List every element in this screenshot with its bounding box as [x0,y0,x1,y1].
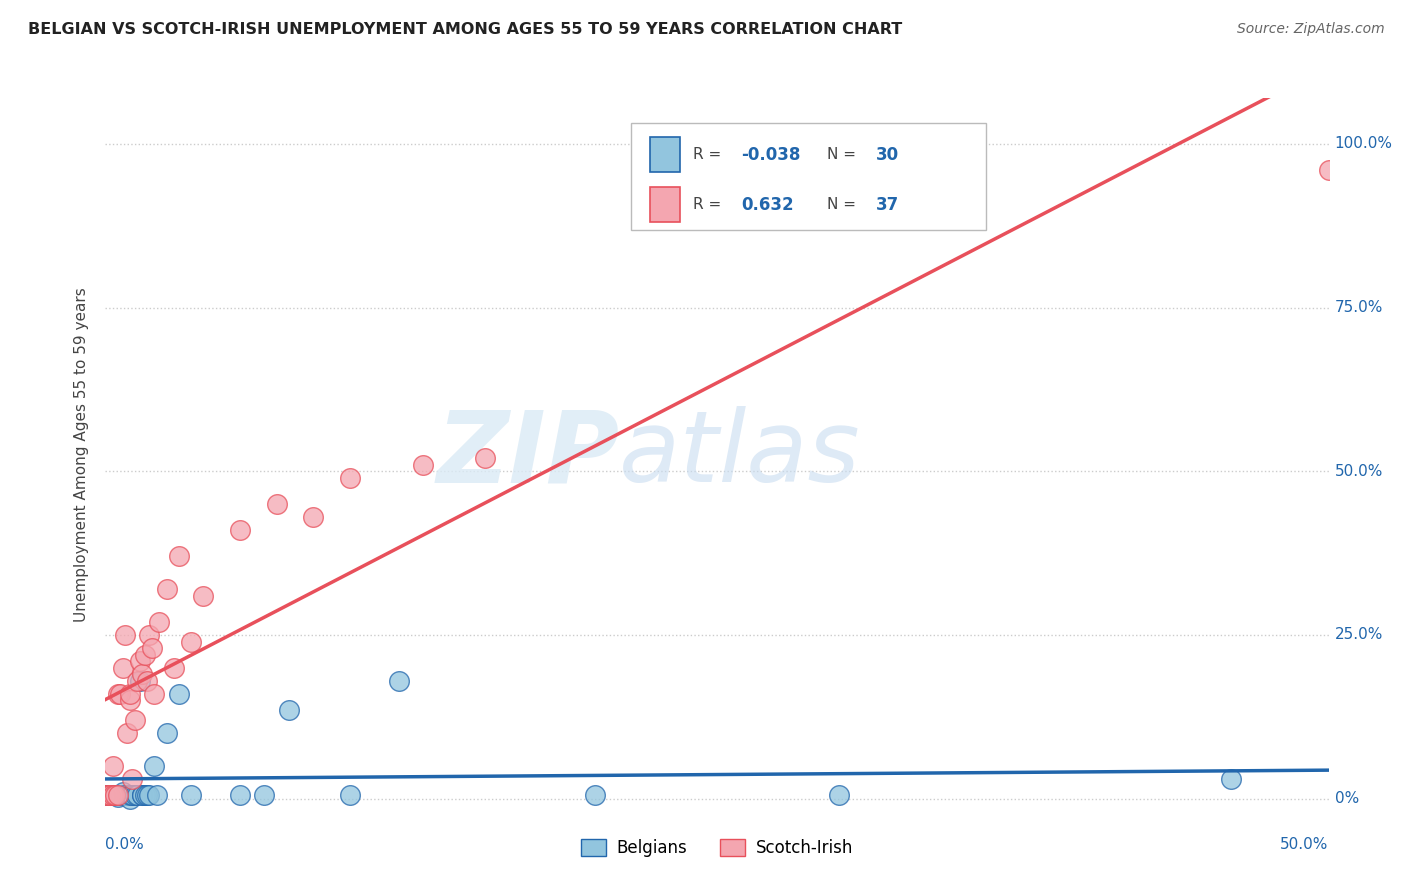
Legend: Belgians, Scotch-Irish: Belgians, Scotch-Irish [575,832,859,864]
Point [302,510,325,524]
Point [339,471,361,485]
Point [388,673,411,688]
Point [98,789,121,803]
Point [114,789,136,803]
Text: ZIP: ZIP [436,407,619,503]
Point [167,549,190,564]
Point [94,789,117,803]
Point [229,523,252,537]
Text: 75.0%: 75.0% [1334,300,1384,315]
Point [131,667,153,681]
Point [474,451,496,466]
FancyBboxPatch shape [631,123,986,230]
Point [136,789,159,803]
Point [101,789,124,803]
Point [339,789,361,803]
Point [143,759,166,773]
Point [148,615,170,629]
Point [180,634,202,648]
FancyBboxPatch shape [650,187,681,222]
Point [128,673,150,688]
Point [134,648,156,662]
Point [141,641,163,656]
Text: N =: N = [827,197,860,212]
Point [229,789,252,803]
Text: 0%: 0% [1334,791,1360,806]
Point [136,673,159,688]
Point [124,789,146,803]
Point [107,789,129,803]
Point [253,789,276,803]
Point [108,687,131,701]
Point [146,789,169,803]
Text: Source: ZipAtlas.com: Source: ZipAtlas.com [1237,22,1385,37]
Point [134,789,156,803]
Text: atlas: atlas [619,407,860,503]
Point [278,703,301,717]
Point [155,582,177,596]
Text: 50.0%: 50.0% [1281,837,1329,852]
Point [118,687,141,701]
Point [167,687,190,701]
Point [118,693,141,707]
Point [412,458,434,472]
Text: 25.0%: 25.0% [1334,627,1384,642]
Point [180,789,202,803]
Point [94,789,117,803]
Text: N =: N = [827,147,860,162]
Point [124,713,146,727]
Point [118,791,141,805]
Point [108,789,131,803]
Point [111,785,134,799]
Point [1219,772,1241,786]
Point [828,789,851,803]
Point [266,497,288,511]
Point [155,726,177,740]
Point [101,759,124,773]
Text: 0.632: 0.632 [741,195,794,213]
Point [1317,163,1340,178]
FancyBboxPatch shape [650,137,681,172]
Text: R =: R = [693,147,725,162]
Point [114,628,136,642]
Point [583,789,606,803]
Point [111,661,134,675]
Text: 37: 37 [876,195,900,213]
Point [107,687,129,701]
Text: 30: 30 [876,145,900,163]
Point [163,661,186,675]
Point [138,789,160,803]
Point [128,654,150,668]
Text: BELGIAN VS SCOTCH-IRISH UNEMPLOYMENT AMONG AGES 55 TO 59 YEARS CORRELATION CHART: BELGIAN VS SCOTCH-IRISH UNEMPLOYMENT AMO… [28,22,903,37]
Text: -0.038: -0.038 [741,145,801,163]
Point [97,789,120,803]
Point [131,789,153,803]
Text: R =: R = [693,197,725,212]
Point [117,726,139,740]
Text: 100.0%: 100.0% [1334,136,1393,152]
Text: 0.0%: 0.0% [105,837,145,852]
Point [121,789,143,803]
Point [127,789,149,803]
Y-axis label: Unemployment Among Ages 55 to 59 years: Unemployment Among Ages 55 to 59 years [75,287,90,623]
Point [131,789,153,803]
Point [143,687,166,701]
Text: 50.0%: 50.0% [1334,464,1384,479]
Point [127,673,149,688]
Point [104,789,127,803]
Point [138,628,160,642]
Point [101,789,124,803]
Point [193,589,215,603]
Point [107,790,129,805]
Point [118,789,141,803]
Point [121,772,143,786]
